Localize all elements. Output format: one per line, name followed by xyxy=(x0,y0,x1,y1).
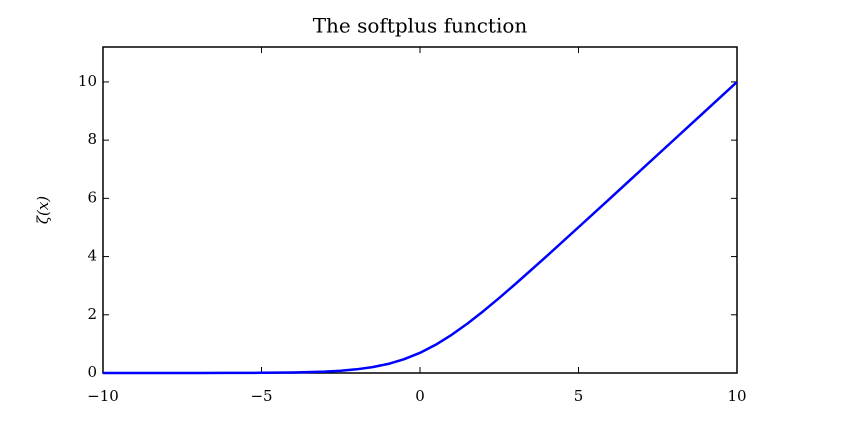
line xyxy=(102,81,738,375)
y-tick-label: 2 xyxy=(87,305,97,323)
chart-title: The softplus function xyxy=(313,14,528,38)
y-tick-label: 10 xyxy=(78,72,97,90)
x-tick-label: 0 xyxy=(415,387,425,405)
x-tick-label: −5 xyxy=(250,387,272,405)
y-tick-label: 8 xyxy=(87,130,97,148)
x-tick-label: 10 xyxy=(727,387,746,405)
y-axis-label: ζ(x) xyxy=(34,196,52,224)
plot-frame xyxy=(102,46,738,374)
x-tick-label: 5 xyxy=(574,387,584,405)
y-tick-label: 0 xyxy=(87,363,97,381)
x-tick-label: −10 xyxy=(87,387,119,405)
y-tick-label: 6 xyxy=(87,188,97,206)
y-tick-label: 4 xyxy=(87,247,97,265)
